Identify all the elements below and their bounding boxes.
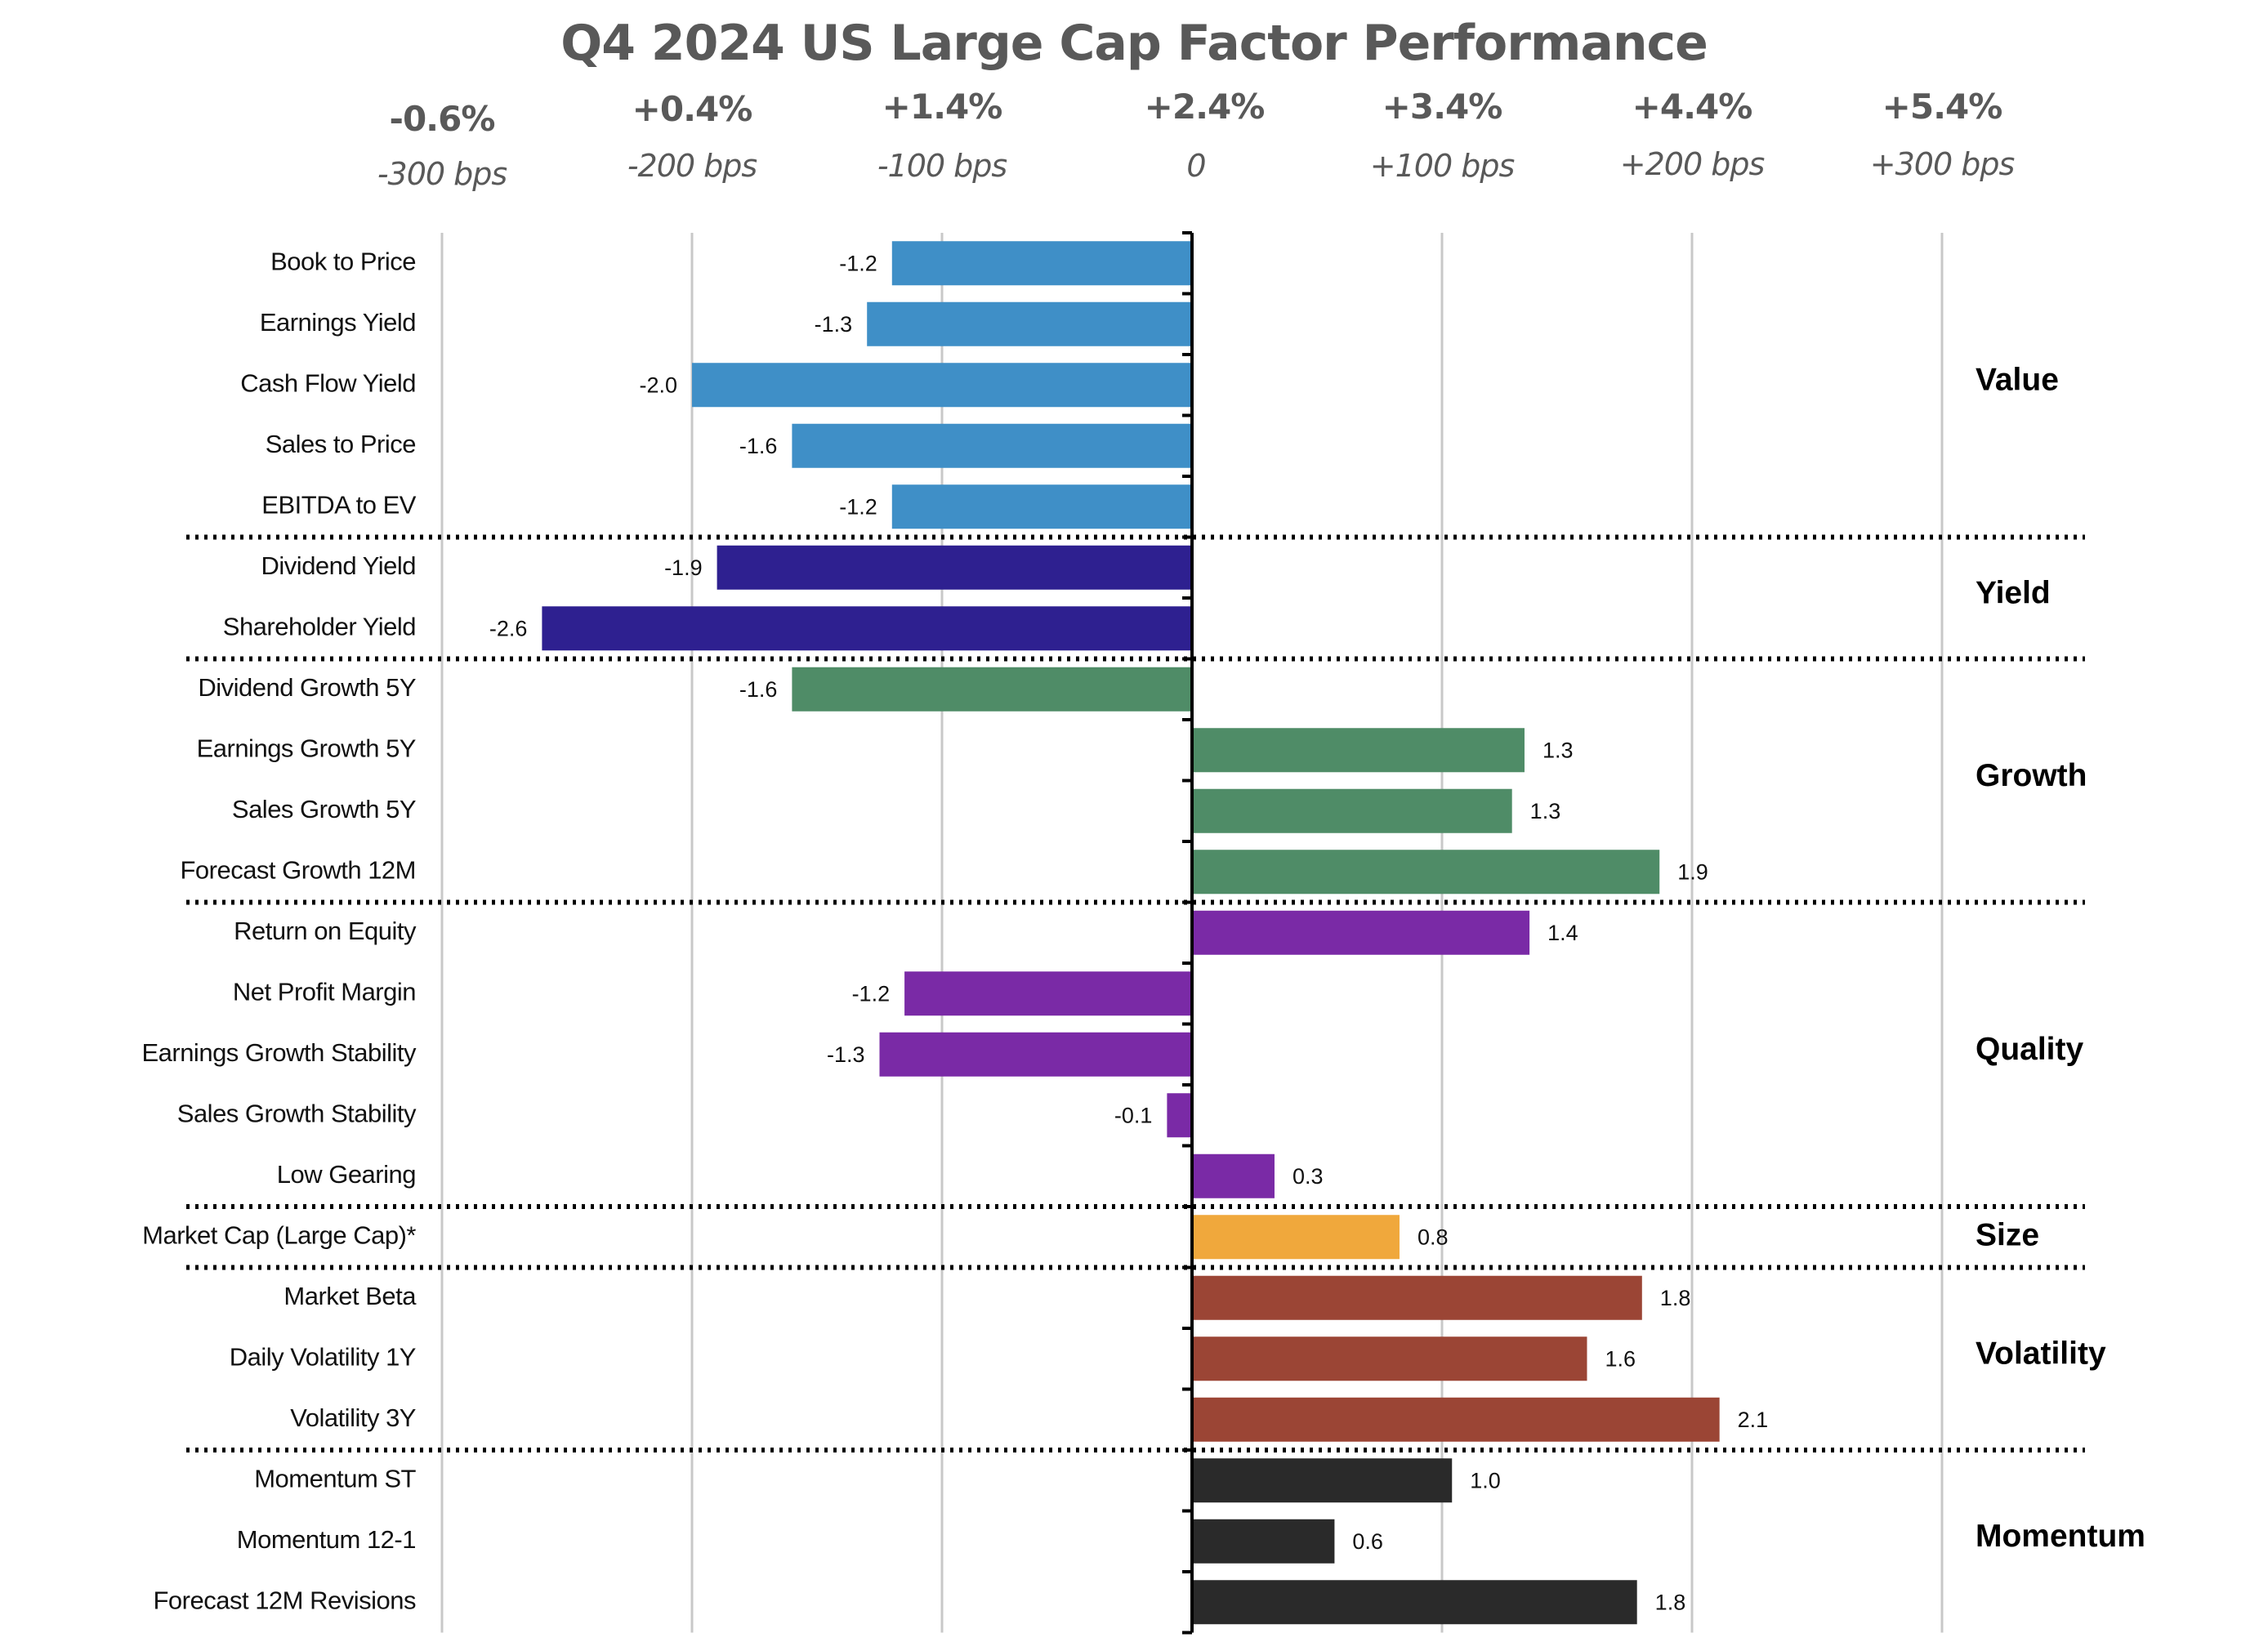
bar — [1192, 910, 1530, 955]
chart-title: Q4 2024 US Large Cap Factor Performance — [560, 15, 1708, 72]
category-label: Forecast Growth 12M — [180, 855, 416, 884]
bar — [891, 484, 1192, 529]
group-separators — [186, 534, 2085, 1452]
top-axis-pct-label: +5.4% — [1882, 87, 2002, 127]
category-label: Book to Price — [270, 247, 416, 275]
group-label: Value — [1976, 363, 2059, 398]
group-label: Size — [1976, 1218, 2039, 1253]
category-label: Return on Equity — [234, 917, 417, 945]
value-label: 1.3 — [1543, 738, 1574, 762]
bar — [879, 1032, 1192, 1077]
category-label: Momentum 12-1 — [237, 1525, 416, 1554]
group-label: Volatility — [1976, 1336, 2106, 1372]
value-label: -1.6 — [739, 677, 778, 702]
top-axis-bps-label: +300 bps — [1870, 146, 2015, 182]
top-axis-bps-label: 0 — [1186, 148, 1205, 184]
category-label: Cash Flow Yield — [240, 368, 416, 397]
value-label: -1.3 — [815, 312, 853, 337]
bars — [542, 241, 1720, 1625]
category-label: EBITDA to EV — [261, 490, 417, 519]
bar — [1167, 1093, 1192, 1138]
category-label: Net Profit Margin — [233, 977, 416, 1006]
value-label: 0.8 — [1418, 1225, 1449, 1249]
group-label: Growth — [1976, 758, 2087, 793]
category-label: Low Gearing — [277, 1160, 416, 1189]
category-label: Daily Volatility 1Y — [230, 1342, 416, 1371]
category-label: Sales to Price — [266, 430, 416, 458]
value-label: 1.4 — [1547, 921, 1578, 945]
value-label: 1.8 — [1655, 1590, 1686, 1614]
category-labels: Book to Price Earnings Yield Cash Flow Yie… — [141, 247, 417, 1614]
bar — [717, 545, 1192, 590]
value-label: 1.9 — [1677, 859, 1708, 884]
top-axis-bps-label: -200 bps — [627, 148, 757, 184]
group-label: Quality — [1976, 1032, 2084, 1067]
value-label: -1.2 — [839, 494, 877, 519]
zero-axis — [1182, 231, 1194, 1635]
bar — [692, 363, 1192, 408]
bar — [1192, 1458, 1453, 1503]
top-axis-pct-label: +0.4% — [632, 89, 752, 129]
category-label: Dividend Yield — [261, 551, 416, 580]
bar — [792, 423, 1192, 468]
top-axis-bps-label: +100 bps — [1370, 148, 1515, 184]
top-axis-pct-label: +3.4% — [1382, 87, 1502, 127]
value-label: -1.6 — [739, 434, 778, 458]
top-axis-bps-label: +200 bps — [1620, 146, 1765, 182]
value-label: -0.1 — [1114, 1103, 1153, 1127]
value-label: 1.3 — [1530, 799, 1561, 823]
category-label: Forecast 12M Revisions — [153, 1586, 416, 1614]
bar — [1192, 1336, 1587, 1381]
top-axis-labels: -0.6% -300 bps +0.4% -200 bps +1.4% -100 bps +… — [377, 87, 2016, 192]
bar — [542, 606, 1192, 651]
value-labels: -1.2 -1.3 -2.0 -1.6 -1.2 -1.9 -2.6 -1.6 1.3 1.3 1.… — [489, 251, 1768, 1614]
top-axis-pct-label: +2.4% — [1145, 87, 1265, 127]
bar — [1192, 1519, 1335, 1564]
value-label: -1.2 — [852, 981, 891, 1006]
value-label: -1.9 — [664, 556, 703, 580]
value-label: -2.6 — [489, 616, 528, 640]
bar — [1192, 788, 1512, 833]
bar — [1192, 1580, 1637, 1625]
category-label: Earnings Growth 5Y — [197, 734, 416, 762]
top-axis-bps-label: -100 bps — [877, 148, 1007, 184]
bar — [867, 301, 1192, 346]
value-label: -2.0 — [639, 373, 677, 397]
category-label: Dividend Growth 5Y — [198, 673, 416, 702]
bar — [1192, 1275, 1642, 1320]
top-axis-pct-label: -0.6% — [390, 99, 495, 139]
value-label: 1.6 — [1605, 1346, 1636, 1371]
bar — [1192, 1397, 1720, 1442]
group-labels: Value Yield Growth Quality Size Volatility Mom… — [1976, 363, 2145, 1555]
category-label: Sales Growth 5Y — [232, 795, 416, 823]
top-axis-pct-label: +4.4% — [1632, 87, 1752, 127]
value-label: 1.8 — [1660, 1286, 1691, 1310]
bar — [1192, 850, 1660, 895]
category-label: Earnings Yield — [260, 308, 416, 337]
bar — [1192, 1215, 1400, 1260]
bar — [1192, 1153, 1275, 1198]
bar — [904, 971, 1192, 1016]
category-label: Shareholder Yield — [223, 612, 416, 640]
value-label: -1.3 — [827, 1042, 865, 1067]
group-label: Momentum — [1976, 1519, 2145, 1554]
category-label: Sales Growth Stability — [177, 1099, 417, 1127]
value-label: 2.1 — [1738, 1408, 1769, 1432]
value-label: 1.0 — [1470, 1468, 1501, 1493]
category-label: Market Beta — [284, 1282, 417, 1310]
value-label: -1.2 — [839, 251, 877, 275]
bar — [1192, 728, 1525, 773]
category-label: Market Cap (Large Cap)* — [142, 1220, 416, 1249]
category-label: Earnings Growth Stability — [141, 1038, 417, 1067]
value-label: 0.3 — [1292, 1164, 1324, 1189]
value-label: 0.6 — [1352, 1529, 1383, 1554]
group-label: Yield — [1976, 575, 2051, 610]
top-axis-bps-label: -300 bps — [377, 156, 507, 192]
bar — [792, 667, 1192, 712]
top-axis-pct-label: +1.4% — [882, 87, 1002, 127]
bar — [891, 241, 1192, 286]
category-label: Momentum ST — [254, 1464, 416, 1493]
category-label: Volatility 3Y — [290, 1403, 416, 1432]
